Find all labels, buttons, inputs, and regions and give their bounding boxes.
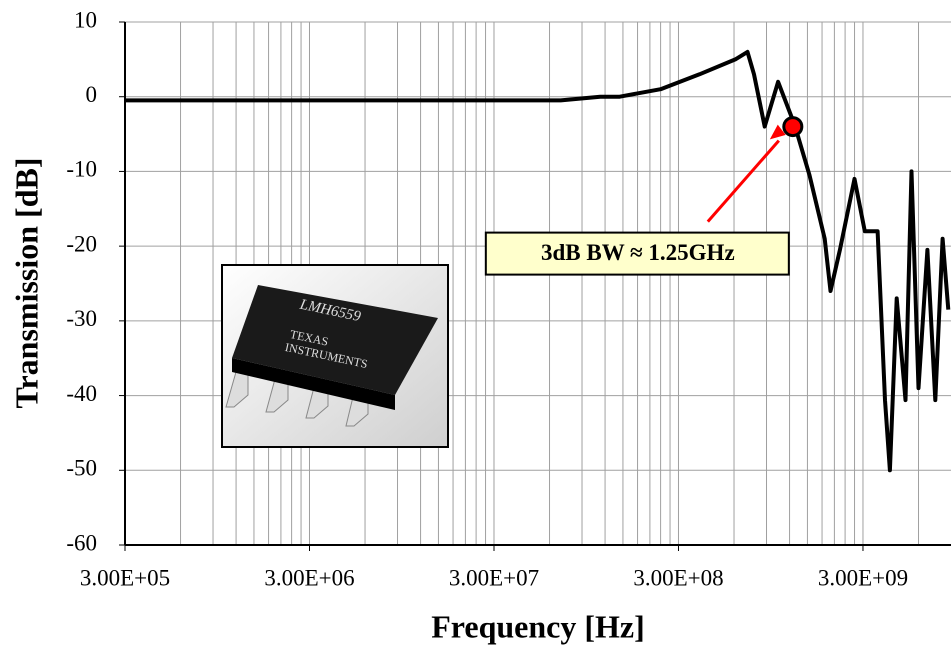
- y-tick-label: 10: [74, 7, 97, 32]
- x-tick-label: 3.00E+07: [449, 565, 539, 590]
- y-tick-label: -40: [66, 381, 97, 406]
- y-tick-label: -30: [66, 306, 97, 331]
- x-tick-label: 3.00E+05: [80, 565, 170, 590]
- x-tick-label: 3.00E+06: [264, 565, 354, 590]
- y-axis-label: Transmission [dB]: [8, 157, 44, 408]
- y-tick-label: 0: [86, 82, 98, 107]
- x-axis-label: Frequency [Hz]: [431, 608, 645, 644]
- annotation-marker: [782, 116, 804, 138]
- y-tick-label: -60: [66, 530, 97, 555]
- y-tick-label: -20: [66, 231, 97, 256]
- y-tick-label: -10: [66, 157, 97, 182]
- data-line: [125, 49, 951, 473]
- annotation-arrowhead: [769, 124, 786, 140]
- x-tick-label: 3.00E+09: [818, 565, 908, 590]
- annotation-box: [484, 231, 790, 276]
- annotation-text: 3dB BW ≈ 1.25GHz: [541, 240, 735, 265]
- x-tick-label: 3.00E+08: [633, 565, 723, 590]
- chip-side: [232, 358, 395, 410]
- grid: [124, 21, 951, 546]
- y-tick-label: -50: [66, 456, 97, 481]
- chip-inset: LMH6559 TEXAS INSTRUMENTS: [221, 264, 449, 448]
- chip-body: [232, 285, 438, 395]
- annotation-arrow: [706, 139, 780, 223]
